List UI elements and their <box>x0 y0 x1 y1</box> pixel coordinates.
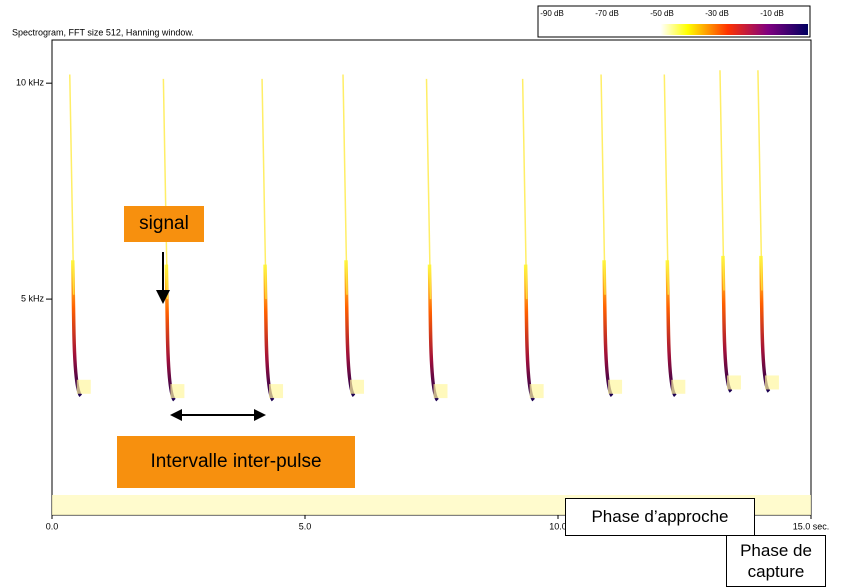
interval-label: Intervalle inter-pulse <box>117 436 355 488</box>
x-tick-label: 15.0 sec. <box>793 521 830 531</box>
colorbar-label: -70 dB <box>595 9 619 18</box>
pulse-echo <box>170 384 185 399</box>
pulse-harmonic <box>425 78 432 300</box>
pulse-harmonic <box>162 78 169 300</box>
colorbar-label: -50 dB <box>650 9 674 18</box>
colorbar-label: -30 dB <box>705 9 729 18</box>
pulse-echo <box>608 379 623 394</box>
x-tick-label: 0.0 <box>46 521 59 531</box>
x-tick-label: 5.0 <box>299 521 312 531</box>
pulse-harmonic <box>521 78 528 300</box>
pulse-harmonic <box>719 70 725 291</box>
pulse-echo <box>269 384 284 399</box>
x-tick-label: 10.0 <box>549 521 567 531</box>
pulse-harmonic <box>261 78 267 300</box>
pulse-harmonic <box>600 74 606 295</box>
chart-title: Spectrogram, FFT size 512, Hanning windo… <box>12 27 194 37</box>
pulse-echo <box>764 375 779 390</box>
pulse-echo <box>350 379 365 394</box>
pulse-harmonic <box>69 74 75 295</box>
pulse-echo <box>726 375 741 390</box>
approach-label: Phase d’approche <box>565 498 755 536</box>
pulse-echo <box>671 379 686 394</box>
y-tick-label: 5 kHz <box>21 293 45 303</box>
pulse-harmonic <box>663 74 670 295</box>
colorbar <box>540 24 808 35</box>
colorbar-label: -10 dB <box>760 9 784 18</box>
pulse-harmonic <box>757 70 763 291</box>
signal-label: signal <box>124 206 204 242</box>
capture-label: Phase de capture <box>726 535 826 587</box>
pulse-echo <box>76 379 91 394</box>
y-tick-label: 10 kHz <box>16 78 45 88</box>
pulse-echo <box>529 384 544 399</box>
pulse-harmonic <box>342 74 348 295</box>
colorbar-label: -90 dB <box>540 9 564 18</box>
pulse-echo <box>433 384 448 399</box>
